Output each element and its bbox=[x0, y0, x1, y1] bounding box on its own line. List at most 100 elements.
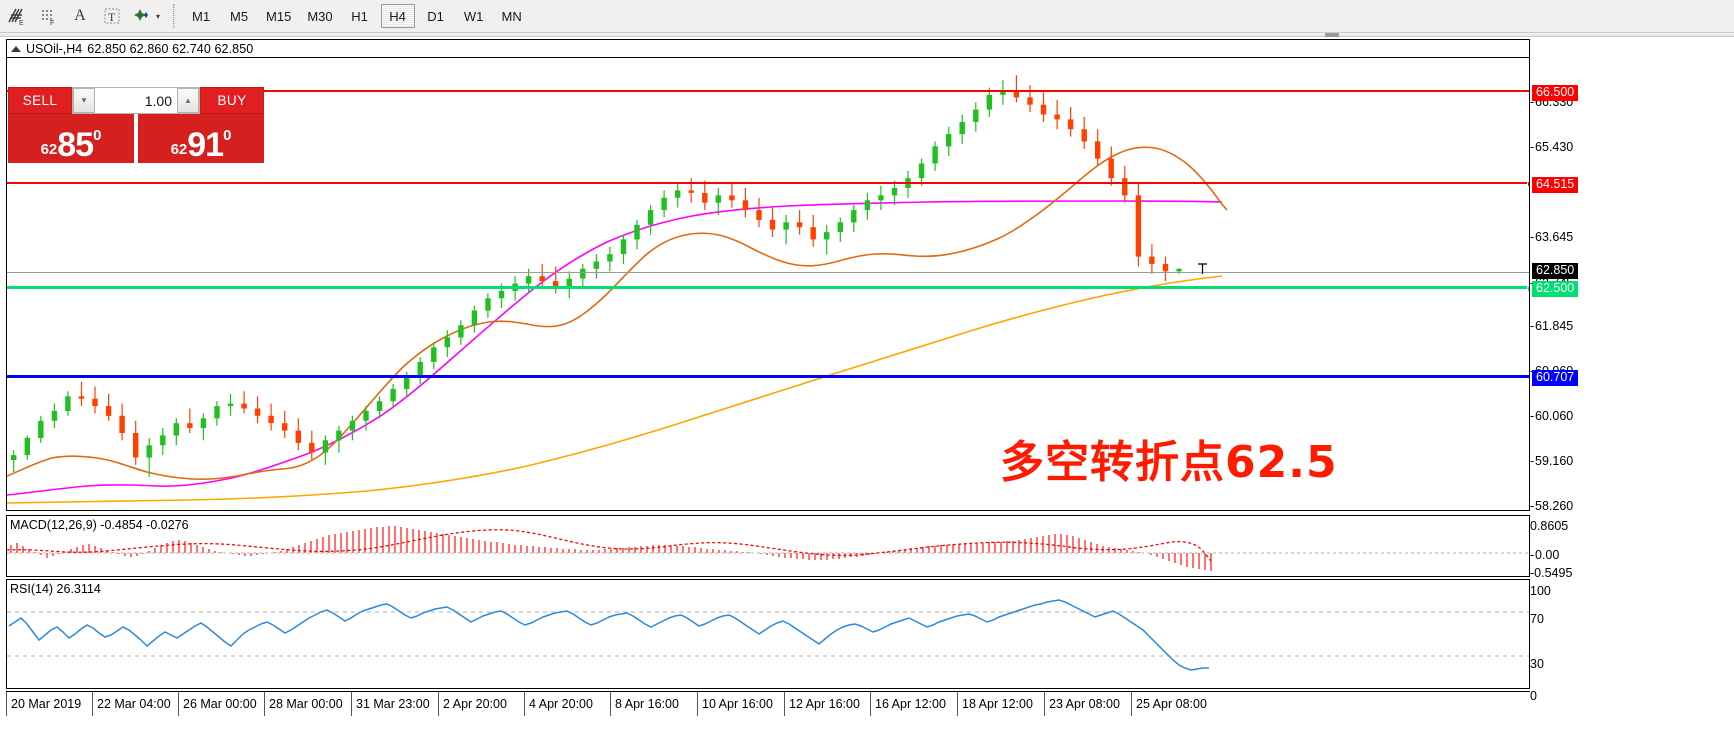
price-badge-62500[interactable]: 62.500 bbox=[1532, 281, 1579, 297]
one-click-trading-panel[interactable]: SELL ▾ 1.00 ▴ BUY 62 85 0 62 91 0 bbox=[8, 87, 264, 163]
macd-signal-line bbox=[7, 529, 1212, 562]
time-tick bbox=[438, 692, 439, 716]
line-handle[interactable] bbox=[1527, 181, 1529, 187]
price-badge-last-62850: 62.850 bbox=[1532, 263, 1579, 279]
rsi-tick-0: 0 bbox=[1530, 689, 1537, 703]
sell-price-pip: 0 bbox=[93, 127, 102, 144]
timeframe-h4[interactable]: H4 bbox=[380, 4, 415, 28]
time-tick bbox=[6, 692, 7, 716]
price-tick-58260: -58.260 bbox=[1530, 499, 1574, 513]
timeframe-m30[interactable]: M30 bbox=[307, 8, 333, 24]
buy-price-display[interactable]: 62 91 0 bbox=[138, 114, 264, 163]
trade-panel-prices: 62 85 0 62 91 0 bbox=[8, 114, 264, 163]
time-label: 8 Apr 16:00 bbox=[615, 697, 679, 711]
time-tick bbox=[178, 692, 179, 716]
chart-expert-icon[interactable]: E bbox=[1, 2, 31, 30]
macd-tick-zero: -0.00 bbox=[1530, 548, 1560, 562]
rsi-tick-70: 70 bbox=[1530, 612, 1544, 626]
time-label: 12 Apr 16:00 bbox=[789, 697, 860, 711]
text-label-tool-icon[interactable]: T bbox=[97, 2, 127, 30]
last-price-marker bbox=[1197, 263, 1209, 275]
chart-annotation-text: 多空转折点62.5 bbox=[1000, 437, 1338, 488]
timeframe-w1[interactable]: W1 bbox=[463, 8, 484, 24]
timeframe-d1[interactable]: D1 bbox=[427, 8, 444, 24]
price-tick-63645: -63.645 bbox=[1530, 230, 1574, 244]
time-tick bbox=[1044, 692, 1045, 716]
buy-price-main: 91 bbox=[187, 126, 224, 164]
rsi-line bbox=[8, 599, 1209, 671]
svg-text:F: F bbox=[50, 20, 54, 26]
time-label: 22 Mar 04:00 bbox=[97, 697, 171, 711]
symbol-header: USOil-,H4 62.850 62.860 62.740 62.850 bbox=[6, 39, 1530, 57]
svg-text:E: E bbox=[19, 20, 24, 26]
macd-tick-top: 0.8605 bbox=[1530, 519, 1569, 533]
time-tick bbox=[784, 692, 785, 716]
macd-pane[interactable]: MACD(12,26,9) -0.4854 -0.0276 bbox=[6, 515, 1530, 577]
timeframe-mn[interactable]: MN bbox=[501, 8, 522, 24]
time-tick bbox=[92, 692, 93, 716]
price-badge-60707[interactable]: 60.707 bbox=[1532, 370, 1579, 386]
last-price-line bbox=[7, 272, 1529, 273]
shapes-tool-icon[interactable] bbox=[129, 2, 153, 30]
time-label: 4 Apr 20:00 bbox=[529, 697, 593, 711]
price-chart-svg bbox=[7, 146, 1228, 504]
horizontal-scrollbar[interactable] bbox=[0, 33, 1734, 37]
time-tick bbox=[610, 692, 611, 716]
scrollbar-thumb[interactable] bbox=[1325, 33, 1339, 37]
trade-panel-top-row: SELL ▾ 1.00 ▴ BUY bbox=[8, 87, 264, 114]
resistance-line-66500[interactable] bbox=[7, 90, 1529, 92]
time-tick bbox=[524, 692, 525, 716]
timeframe-m1[interactable]: M1 bbox=[191, 8, 211, 24]
chart-indicator-icon[interactable]: F bbox=[33, 2, 63, 30]
toolbar-separator bbox=[173, 4, 176, 28]
rsi-pane[interactable]: RSI(14) 26.3114 bbox=[6, 579, 1530, 689]
time-label: 31 Mar 23:00 bbox=[356, 697, 430, 711]
sell-price-main: 85 bbox=[57, 126, 94, 164]
time-tick bbox=[870, 692, 871, 716]
ohlc-values: 62.850 62.860 62.740 62.850 bbox=[87, 41, 254, 56]
sell-price-display[interactable]: 62 85 0 bbox=[8, 114, 134, 163]
ma-slow-line bbox=[7, 275, 1223, 504]
volume-increase-button[interactable]: ▴ bbox=[177, 88, 199, 113]
price-tick-59160: -59.160 bbox=[1530, 454, 1574, 468]
time-tick bbox=[697, 692, 698, 716]
text-tool-icon[interactable]: A bbox=[74, 7, 86, 24]
sell-button[interactable]: SELL bbox=[8, 87, 72, 114]
macd-tick-bottom: -0.5495 bbox=[1530, 566, 1573, 580]
line-handle[interactable] bbox=[1527, 286, 1529, 292]
volume-input[interactable]: 1.00 bbox=[144, 92, 172, 109]
rsi-chart-svg bbox=[7, 599, 1529, 671]
collapse-triangle-icon[interactable] bbox=[11, 45, 21, 52]
resistance-line-64515[interactable] bbox=[7, 181, 1529, 187]
timeframe-m15[interactable]: M15 bbox=[266, 8, 292, 24]
support-line-62500[interactable] bbox=[7, 286, 1529, 292]
support-line-60707[interactable] bbox=[7, 375, 1529, 378]
time-label: 26 Mar 00:00 bbox=[183, 697, 257, 711]
time-label: 28 Mar 00:00 bbox=[269, 697, 343, 711]
time-tick bbox=[957, 692, 958, 716]
volume-decrease-button[interactable]: ▾ bbox=[73, 88, 95, 113]
time-tick bbox=[351, 692, 352, 716]
symbol-name: USOil-,H4 bbox=[26, 41, 83, 56]
chevron-down-icon: ▾ bbox=[156, 11, 161, 21]
buy-price-prefix: 62 bbox=[170, 141, 188, 158]
time-label: 20 Mar 2019 bbox=[11, 697, 82, 711]
timeframe-m5[interactable]: M5 bbox=[229, 8, 249, 24]
buy-price-pip: 0 bbox=[223, 127, 232, 144]
time-tick bbox=[1131, 692, 1132, 716]
price-badge-66500[interactable]: 66.500 bbox=[1532, 85, 1579, 101]
shapes-dropdown-caret[interactable]: ▾ bbox=[154, 12, 166, 21]
price-badge-64515[interactable]: 64.515 bbox=[1532, 177, 1579, 193]
svg-text:T: T bbox=[108, 10, 116, 24]
price-axis[interactable]: -66.330 -65.430 -63.645 -62.745 -61.845 … bbox=[1530, 57, 1734, 703]
time-label: 16 Apr 12:00 bbox=[875, 697, 946, 711]
ma-mid-line bbox=[7, 200, 1223, 496]
timeframe-h1[interactable]: H1 bbox=[351, 8, 368, 24]
buy-button[interactable]: BUY bbox=[200, 87, 264, 114]
chart-workspace: USOil-,H4 62.850 62.860 62.740 62.850 bbox=[0, 33, 1734, 756]
price-tick-61845: -61.845 bbox=[1530, 319, 1574, 333]
candlestick-series bbox=[11, 75, 1182, 478]
macd-histogram bbox=[10, 526, 1212, 571]
time-axis[interactable]: 20 Mar 2019 22 Mar 04:00 26 Mar 00:00 28… bbox=[6, 691, 1530, 719]
volume-stepper[interactable]: ▾ 1.00 ▴ bbox=[72, 87, 200, 114]
